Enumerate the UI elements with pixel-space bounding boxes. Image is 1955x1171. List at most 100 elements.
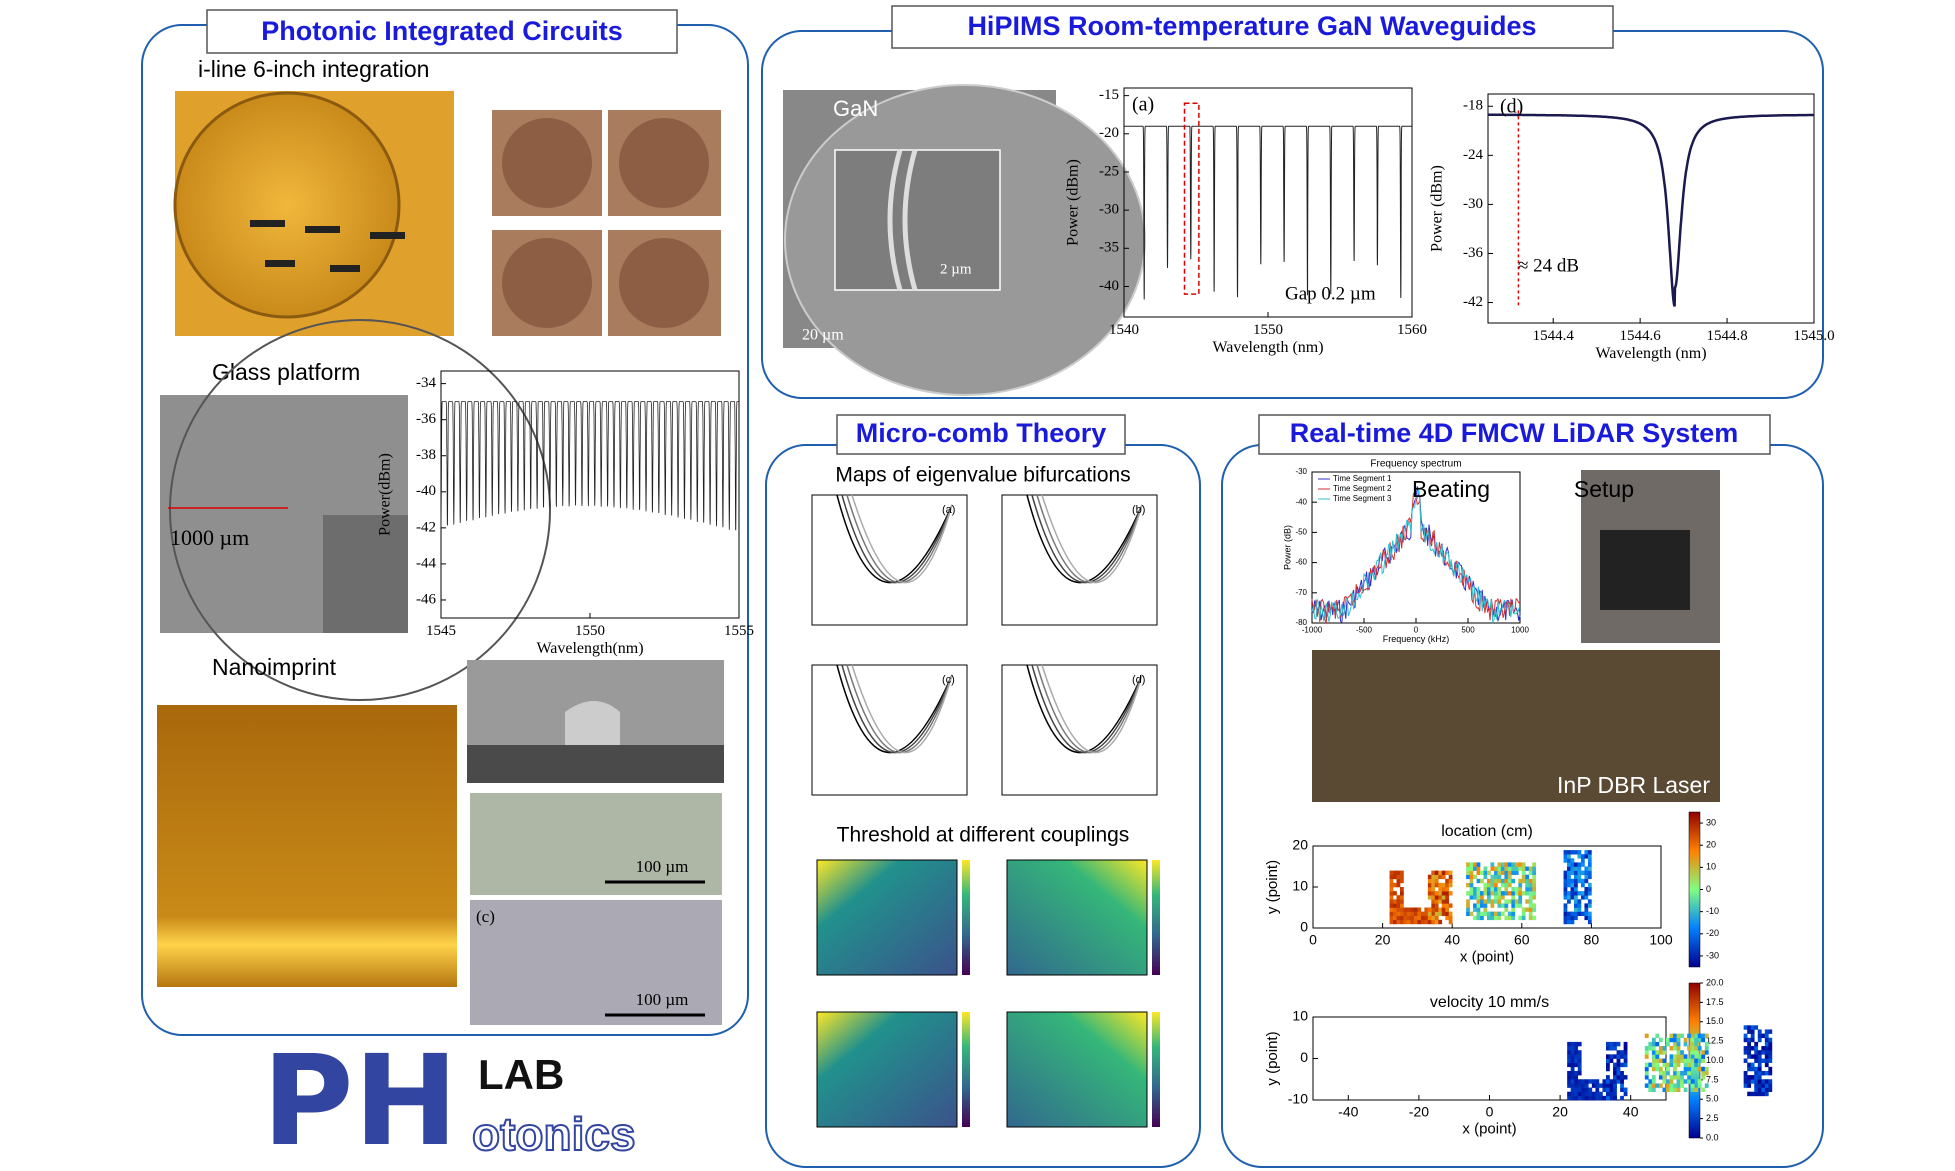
x-tick-label: 1555 xyxy=(724,623,754,639)
pixel xyxy=(1580,870,1585,875)
pixel xyxy=(1487,882,1491,888)
pixel xyxy=(1493,887,1498,892)
x-tick-label: -40 xyxy=(1338,1103,1358,1119)
pixel xyxy=(1605,1041,1610,1047)
pixel xyxy=(1441,891,1446,896)
pixel xyxy=(1570,1054,1575,1059)
pixel xyxy=(1694,1046,1699,1051)
pixel xyxy=(1570,862,1575,867)
pixel xyxy=(1567,1062,1571,1068)
pixel xyxy=(1483,874,1488,880)
y-tick-label: -10 xyxy=(1288,1091,1308,1107)
pixel xyxy=(1434,907,1439,912)
pixel xyxy=(1620,1054,1624,1059)
pixel xyxy=(1528,895,1533,900)
pixel xyxy=(1747,1083,1752,1088)
pixel xyxy=(1669,1033,1674,1039)
pixel xyxy=(1511,915,1516,921)
pixel xyxy=(1587,866,1592,871)
x-tick-label: -500 xyxy=(1356,625,1373,634)
pixel xyxy=(1490,882,1495,888)
pixel xyxy=(1504,887,1509,892)
pixel xyxy=(1528,882,1533,888)
x-tick-label: 1545.0 xyxy=(1793,328,1834,344)
pixel xyxy=(1431,887,1436,892)
bifurcation-curve xyxy=(1031,664,1143,754)
pixel xyxy=(1445,882,1450,888)
pixel xyxy=(1584,903,1589,908)
pixel xyxy=(1466,903,1470,908)
pixel xyxy=(1658,1050,1663,1055)
pixel xyxy=(1431,870,1436,875)
pixel xyxy=(1528,870,1533,875)
y-tick-label: 0 xyxy=(1300,1049,1308,1065)
pixel xyxy=(1673,1083,1677,1088)
pixel xyxy=(1747,1075,1752,1080)
pixel xyxy=(1662,1046,1667,1051)
pixel xyxy=(1396,874,1401,880)
pixel xyxy=(1754,1046,1759,1051)
pixel xyxy=(1754,1083,1759,1088)
pixel xyxy=(1616,1041,1621,1047)
pixel xyxy=(1438,919,1443,925)
pixel xyxy=(1761,1079,1766,1084)
pixel xyxy=(1507,915,1512,921)
y-tick-label: -36 xyxy=(416,411,436,427)
pixel xyxy=(1587,854,1592,859)
pixel xyxy=(1431,907,1436,912)
pixel xyxy=(1701,1087,1706,1092)
bifurcation-curve xyxy=(836,494,953,584)
pixel xyxy=(1669,1058,1674,1063)
pixel xyxy=(1658,1037,1663,1043)
pixel xyxy=(1616,1058,1621,1063)
pixel xyxy=(1581,1083,1586,1088)
sub-label: (b) xyxy=(1132,504,1145,516)
pixel xyxy=(1768,1041,1773,1047)
pixel xyxy=(1504,891,1509,896)
wafer xyxy=(173,91,401,319)
pixel xyxy=(1427,915,1432,921)
pixel xyxy=(1420,919,1425,925)
pixel xyxy=(1761,1058,1766,1063)
pixel xyxy=(1507,891,1512,896)
pixel xyxy=(1687,1070,1692,1076)
pixel xyxy=(1473,907,1477,912)
pixel xyxy=(1490,899,1495,904)
pixel xyxy=(1497,899,1502,904)
pixel xyxy=(1427,887,1432,892)
pixel xyxy=(1587,874,1592,880)
pixel xyxy=(1676,1058,1681,1063)
pixel xyxy=(1493,874,1498,880)
pixel xyxy=(1754,1041,1759,1047)
pixel xyxy=(1532,895,1537,900)
pixel xyxy=(1424,915,1429,921)
pixel xyxy=(1570,1083,1575,1088)
pixel xyxy=(1574,891,1578,896)
pixel xyxy=(1400,870,1404,875)
pixel xyxy=(1427,891,1432,896)
annotation: Gap 0.2 µm xyxy=(1285,283,1376,304)
y-tick-label: 10 xyxy=(1292,1008,1308,1024)
pixel xyxy=(1500,882,1505,888)
pixel xyxy=(1441,899,1446,904)
pixel xyxy=(1497,874,1502,880)
pixel xyxy=(1483,911,1488,916)
pixel xyxy=(1676,1075,1681,1080)
pixel xyxy=(1761,1091,1766,1097)
pixel xyxy=(1438,907,1443,912)
pixel xyxy=(1690,1087,1695,1092)
pixel xyxy=(1511,899,1516,904)
pixel xyxy=(1427,919,1432,925)
pixel xyxy=(1570,1095,1575,1101)
pixel xyxy=(1574,1046,1579,1051)
pixel xyxy=(1487,878,1491,884)
pixel xyxy=(1507,874,1512,880)
highlight-box xyxy=(1183,102,1200,295)
pixel xyxy=(1605,1095,1610,1101)
scale-text: 20 µm xyxy=(802,327,844,344)
pixel xyxy=(1658,1075,1663,1080)
pixel xyxy=(1623,1075,1628,1080)
pixel xyxy=(1487,891,1491,896)
pixel xyxy=(1577,891,1582,896)
pixel xyxy=(1620,1075,1624,1080)
